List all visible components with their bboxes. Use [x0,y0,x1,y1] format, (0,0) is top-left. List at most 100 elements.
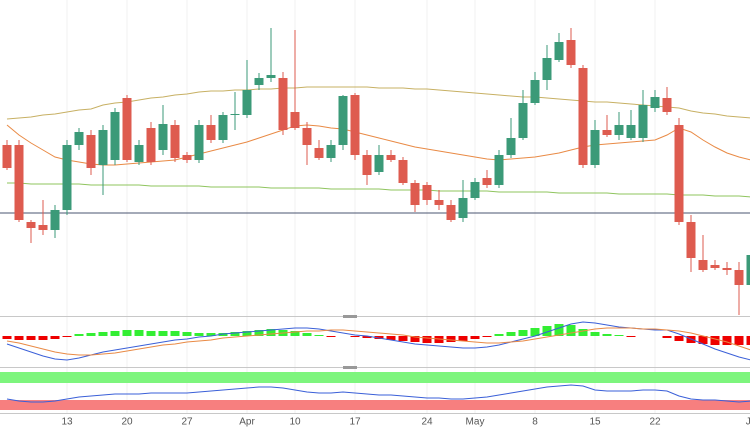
histogram-bar [62,336,72,337]
candle-body [362,155,372,175]
candle-body [302,128,312,145]
histogram-bar [182,332,192,336]
candle-body [542,58,552,80]
candle-body [218,115,228,140]
candle-body [698,260,708,270]
candle-body [410,183,420,205]
histogram-bar [14,336,24,340]
histogram-bar [26,336,36,340]
candle-body [674,125,684,222]
histogram-bar [266,329,276,336]
candle-body [566,40,576,65]
histogram-bar [554,324,564,336]
candle-body [122,98,132,160]
histogram-bar [602,334,612,336]
histogram-bar [38,336,48,340]
candle-body [602,130,612,135]
candle-body [86,135,96,168]
resize-handle[interactable] [343,366,357,369]
candle-body [278,78,288,130]
histogram-bar [386,336,396,340]
histogram-bar [74,334,84,336]
oversold-zone [0,400,750,410]
resize-handle[interactable] [343,315,357,318]
histogram-bar [674,336,684,341]
candle-body [230,114,240,115]
histogram-bar [506,332,516,336]
histogram-bar [314,335,324,336]
x-tick-label: 17 [349,417,361,428]
candle-body [518,103,528,138]
histogram-bar [50,336,60,339]
x-tick-label: 20 [121,417,133,428]
histogram-bar [158,331,168,336]
histogram-bar [362,336,372,338]
x-tick-label: 10 [289,417,301,428]
grid [66,0,656,413]
plot: 13 20 27 Apr 10 17 24 May 8 15 22 Ju [0,28,750,428]
histogram-bar [98,332,108,336]
candle-body [746,255,750,285]
x-tick-label: 8 [532,417,538,428]
candle-body [662,98,672,112]
histogram-bar [122,330,132,336]
candle-body [326,145,336,158]
candle-body [626,125,636,138]
histogram-bar [398,336,408,341]
candle-body [422,185,432,200]
histogram-bar [566,325,576,336]
histogram-bar [290,331,300,336]
candle-body [170,125,180,158]
histogram-bar [134,330,144,336]
candle-body [710,265,720,268]
histogram-bar [662,336,672,338]
histogram-bar [626,336,636,337]
candle-body [266,75,276,78]
candle-body [26,222,36,228]
histogram-bar [698,336,708,344]
x-tick-label: May [466,417,485,428]
histogram-bar [242,331,252,336]
candle-body [494,155,504,185]
candle-body [482,178,492,185]
histogram-bar [326,336,336,337]
candle-body [62,145,72,210]
histogram-bar [230,332,240,336]
histogram-bar [146,331,156,336]
histogram-bar [542,326,552,336]
candle-body [182,155,192,160]
candle-body [14,145,24,220]
candle-body [638,105,648,138]
moving-average [7,182,750,198]
candle-body [506,138,516,155]
macd-line [6,327,750,356]
histogram-bar [410,336,420,342]
candle-body [554,42,564,60]
candle-body [722,268,732,270]
x-tick-label: 13 [61,417,73,428]
candle-body [650,97,660,108]
candle-body [146,128,156,162]
histogram-bar [578,329,588,336]
candle-body [194,125,204,160]
candle-body [206,125,216,140]
histogram-bar [734,336,744,345]
candle-body [578,68,588,165]
histogram-bar [350,336,360,337]
candle-body [50,210,60,230]
histogram-bar [302,333,312,336]
x-tick-label: Apr [239,417,255,428]
candle-body [338,96,348,145]
candle-body [398,160,408,183]
histogram-bar [494,334,504,336]
histogram-bar [482,336,492,337]
x-tick-label: 27 [181,417,193,428]
histogram-bar [530,328,540,336]
histogram-bar [590,332,600,336]
histogram-bar [110,331,120,336]
x-tick-label: Ju [746,417,750,428]
candle-body [242,90,252,115]
candle-body [314,148,324,158]
